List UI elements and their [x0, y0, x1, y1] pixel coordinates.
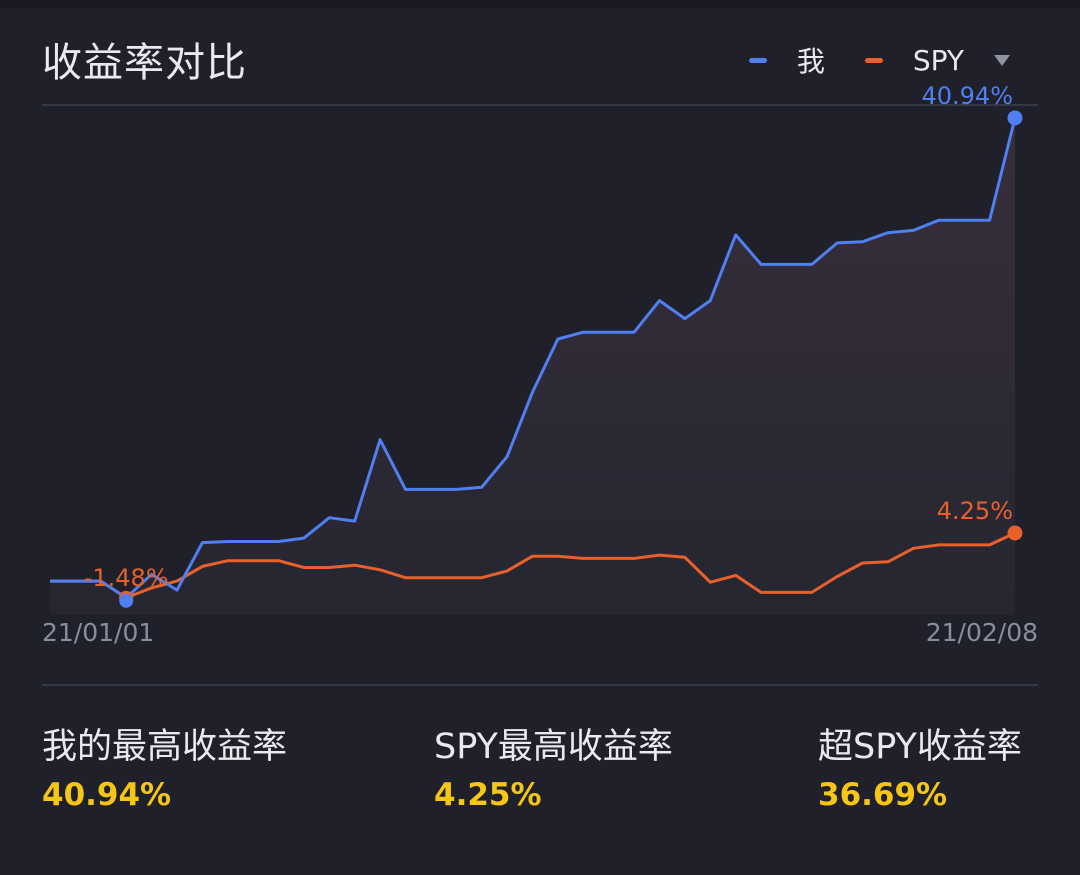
stat-spy-max-value: 4.25%	[434, 777, 542, 813]
legend-swatch-mine	[748, 57, 767, 63]
series-line-spy	[50, 531, 1016, 600]
stat-excess-label: 超SPY收益率	[818, 727, 1022, 767]
stat-excess: 超SPY收益率 36.69%	[818, 718, 1022, 813]
series-end-label-spy: 4.25%	[937, 497, 1013, 525]
x-axis-end-label: 21/02/08	[925, 618, 1038, 647]
stat-my-max-value: 40.94%	[42, 777, 172, 813]
page-title: 收益率对比	[42, 40, 247, 86]
stat-my-max: 我的最高收益率 40.94%	[42, 718, 287, 813]
caret-down-icon[interactable]	[994, 54, 1010, 66]
header-divider	[42, 104, 1038, 106]
stat-my-max-label: 我的最高收益率	[42, 727, 288, 767]
series-end-label-mine: 40.94%	[921, 82, 1013, 110]
series-line-mine	[50, 117, 1017, 600]
chart-area-fill	[50, 118, 1015, 615]
series-end-marker-spy	[1007, 525, 1023, 541]
legend-item-mine: 我	[748, 40, 825, 80]
series-min-marker-mine	[119, 593, 134, 608]
chart-legend[interactable]: 我 SPY	[709, 40, 1010, 80]
top-strip	[0, 0, 1080, 8]
x-axis-start-label: 21/01/01	[42, 618, 155, 647]
legend-swatch-spy	[864, 57, 883, 63]
legend-label-spy: SPY	[912, 43, 964, 77]
stat-spy-max-label: SPY最高收益率	[434, 727, 673, 767]
stat-excess-value: 36.69%	[818, 777, 948, 813]
series-min-label-spy: -1.48%	[84, 564, 169, 592]
stat-spy-max: SPY最高收益率 4.25%	[434, 718, 673, 813]
stats-divider	[42, 684, 1038, 686]
legend-label-mine: 我	[796, 45, 825, 78]
legend-item-spy: SPY	[864, 43, 964, 77]
return-chart: 40.94% 4.25% -1.48%	[50, 82, 1023, 615]
series-end-marker-mine	[1007, 110, 1023, 126]
